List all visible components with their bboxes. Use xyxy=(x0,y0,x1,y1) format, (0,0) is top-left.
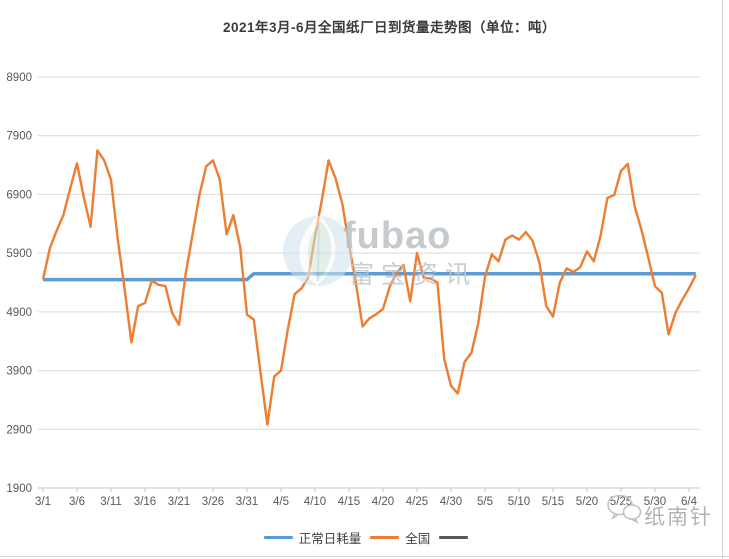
chart-title: 2021年3月-6月全国纸厂日到货量走势图（单位：吨） xyxy=(222,20,557,35)
y-tick-label: 6900 xyxy=(6,189,32,201)
legend-label-national: 全国 xyxy=(405,531,431,546)
x-tick-label: 5/10 xyxy=(508,496,530,508)
y-tick-label: 3900 xyxy=(6,366,32,378)
legend-item-unlabeled xyxy=(439,535,474,539)
x-tick-label: 4/15 xyxy=(338,496,360,508)
x-tick-label: 3/1 xyxy=(35,496,51,508)
x-tick-label: 4/30 xyxy=(440,496,462,508)
x-tick-label: 3/31 xyxy=(236,496,258,508)
x-tick-label: 5/30 xyxy=(644,496,666,508)
legend-item-normal: 正常日耗量 xyxy=(263,528,362,547)
window-border-bottom xyxy=(0,556,729,557)
y-tick-label: 4900 xyxy=(6,307,32,319)
x-tick-label: 4/5 xyxy=(273,496,289,508)
y-tick-label: 7900 xyxy=(6,131,32,143)
chart-legend: 正常日耗量 全国 xyxy=(38,527,700,547)
x-tick-label: 3/16 xyxy=(134,496,156,508)
y-tick-label: 5900 xyxy=(6,248,32,260)
legend-marker-national xyxy=(370,535,400,539)
x-tick-label: 5/5 xyxy=(477,496,493,508)
series-line-全国 xyxy=(41,149,697,426)
y-tick-label: 1900 xyxy=(6,483,32,495)
y-tick-label: 8900 xyxy=(6,72,32,84)
y-tick-label: 2900 xyxy=(6,424,32,436)
x-tick-label: 5/15 xyxy=(542,496,564,508)
legend-label-normal: 正常日耗量 xyxy=(298,531,362,546)
x-tick-label: 4/20 xyxy=(372,496,394,508)
x-tick-label: 3/6 xyxy=(69,496,85,508)
x-tick-label: 4/25 xyxy=(406,496,428,508)
x-tick-label: 5/20 xyxy=(576,496,598,508)
series-line-正常日耗量 xyxy=(43,271,696,282)
legend-item-national: 全国 xyxy=(370,528,430,547)
x-tick-label: 3/11 xyxy=(100,496,122,508)
x-tick-label: 3/21 xyxy=(168,496,190,508)
legend-marker-normal xyxy=(263,535,293,539)
x-tick-label: 3/26 xyxy=(202,496,224,508)
window-border-right xyxy=(722,0,723,559)
x-tick-label: 4/10 xyxy=(304,496,326,508)
x-tick-label: 5/25 xyxy=(610,496,632,508)
x-tick-label: 6/4 xyxy=(681,496,698,508)
legend-marker-unlabeled xyxy=(439,535,469,539)
